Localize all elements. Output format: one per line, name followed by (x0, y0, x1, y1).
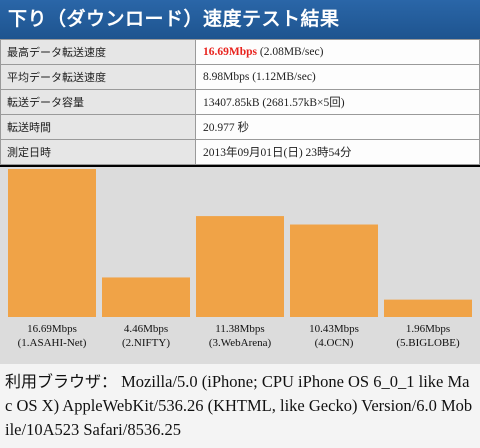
bar-chart (8, 169, 472, 317)
bar-3 (196, 216, 284, 317)
bar-category-label: (4.OCN) (314, 337, 354, 349)
bar-category-label: (5.BIGLOBE) (396, 337, 460, 349)
max-speed-rest: (2.08MB/sec) (257, 46, 324, 58)
stat-value: 20.977 秒 (195, 114, 480, 140)
stat-key: 平均データ転送速度 (0, 64, 196, 90)
bar-label-1: 16.69Mbps (1.ASAHI-Net) (5, 322, 99, 350)
stat-key: 転送データ容量 (0, 89, 196, 115)
bar-4 (290, 224, 378, 317)
stat-value: 8.98Mbps (1.12MB/sec) (195, 64, 480, 90)
bar-label-2: 4.46Mbps (2.NIFTY) (99, 322, 193, 350)
stat-key: 最高データ転送速度 (0, 39, 196, 65)
bar-labels: 16.69Mbps (1.ASAHI-Net) 4.46Mbps (2.NIFTY) 1… (0, 322, 480, 364)
max-speed-value: 16.69Mbps (203, 46, 257, 58)
bar-category-label: (3.WebArena) (208, 337, 272, 349)
bar-value-label: 4.46Mbps (123, 323, 169, 335)
bar-value-label: 10.43Mbps (309, 323, 359, 335)
user-agent: 利用ブラウザ： Mozilla/5.0 (iPhone; CPU iPhone … (0, 364, 480, 448)
bar-category-label: (2.NIFTY) (122, 337, 170, 349)
bar-value-label: 11.38Mbps (215, 323, 265, 335)
bar-value-label: 1.96Mbps (405, 323, 451, 335)
stats-table: 最高データ転送速度 16.69Mbps (2.08MB/sec) 平均データ転送… (0, 39, 480, 165)
stat-key: 測定日時 (0, 139, 196, 165)
bar-value-label: 16.69Mbps (27, 323, 77, 335)
bar-1 (8, 169, 96, 317)
bar-category-label: (1.ASAHI-Net) (17, 337, 87, 349)
bar-2 (102, 277, 190, 317)
table-row: 平均データ転送速度 8.98Mbps (1.12MB/sec) (0, 64, 480, 90)
bar-5 (384, 299, 472, 317)
user-agent-label: 利用ブラウザ： (5, 372, 118, 391)
stat-key: 転送時間 (0, 114, 196, 140)
table-row: 測定日時 2013年09月01日(日) 23時54分 (0, 139, 480, 165)
table-row: 転送データ容量 13407.85kB (2681.57kB×5回) (0, 89, 480, 115)
table-row: 最高データ転送速度 16.69Mbps (2.08MB/sec) (0, 39, 480, 65)
stat-value: 13407.85kB (2681.57kB×5回) (195, 89, 480, 115)
bar-label-5: 1.96Mbps (5.BIGLOBE) (381, 322, 475, 350)
speed-chart (0, 167, 480, 364)
bar-label-4: 10.43Mbps (4.OCN) (287, 322, 381, 350)
stat-value: 16.69Mbps (2.08MB/sec) (195, 39, 480, 65)
page-title: 下り（ダウンロード）速度テスト結果 (0, 0, 480, 39)
user-agent-value: Mozilla/5.0 (iPhone; CPU iPhone OS 6_0_1… (5, 372, 473, 439)
table-row: 転送時間 20.977 秒 (0, 114, 480, 140)
bar-label-3: 11.38Mbps (3.WebArena) (193, 322, 287, 350)
stat-value: 2013年09月01日(日) 23時54分 (195, 139, 480, 165)
